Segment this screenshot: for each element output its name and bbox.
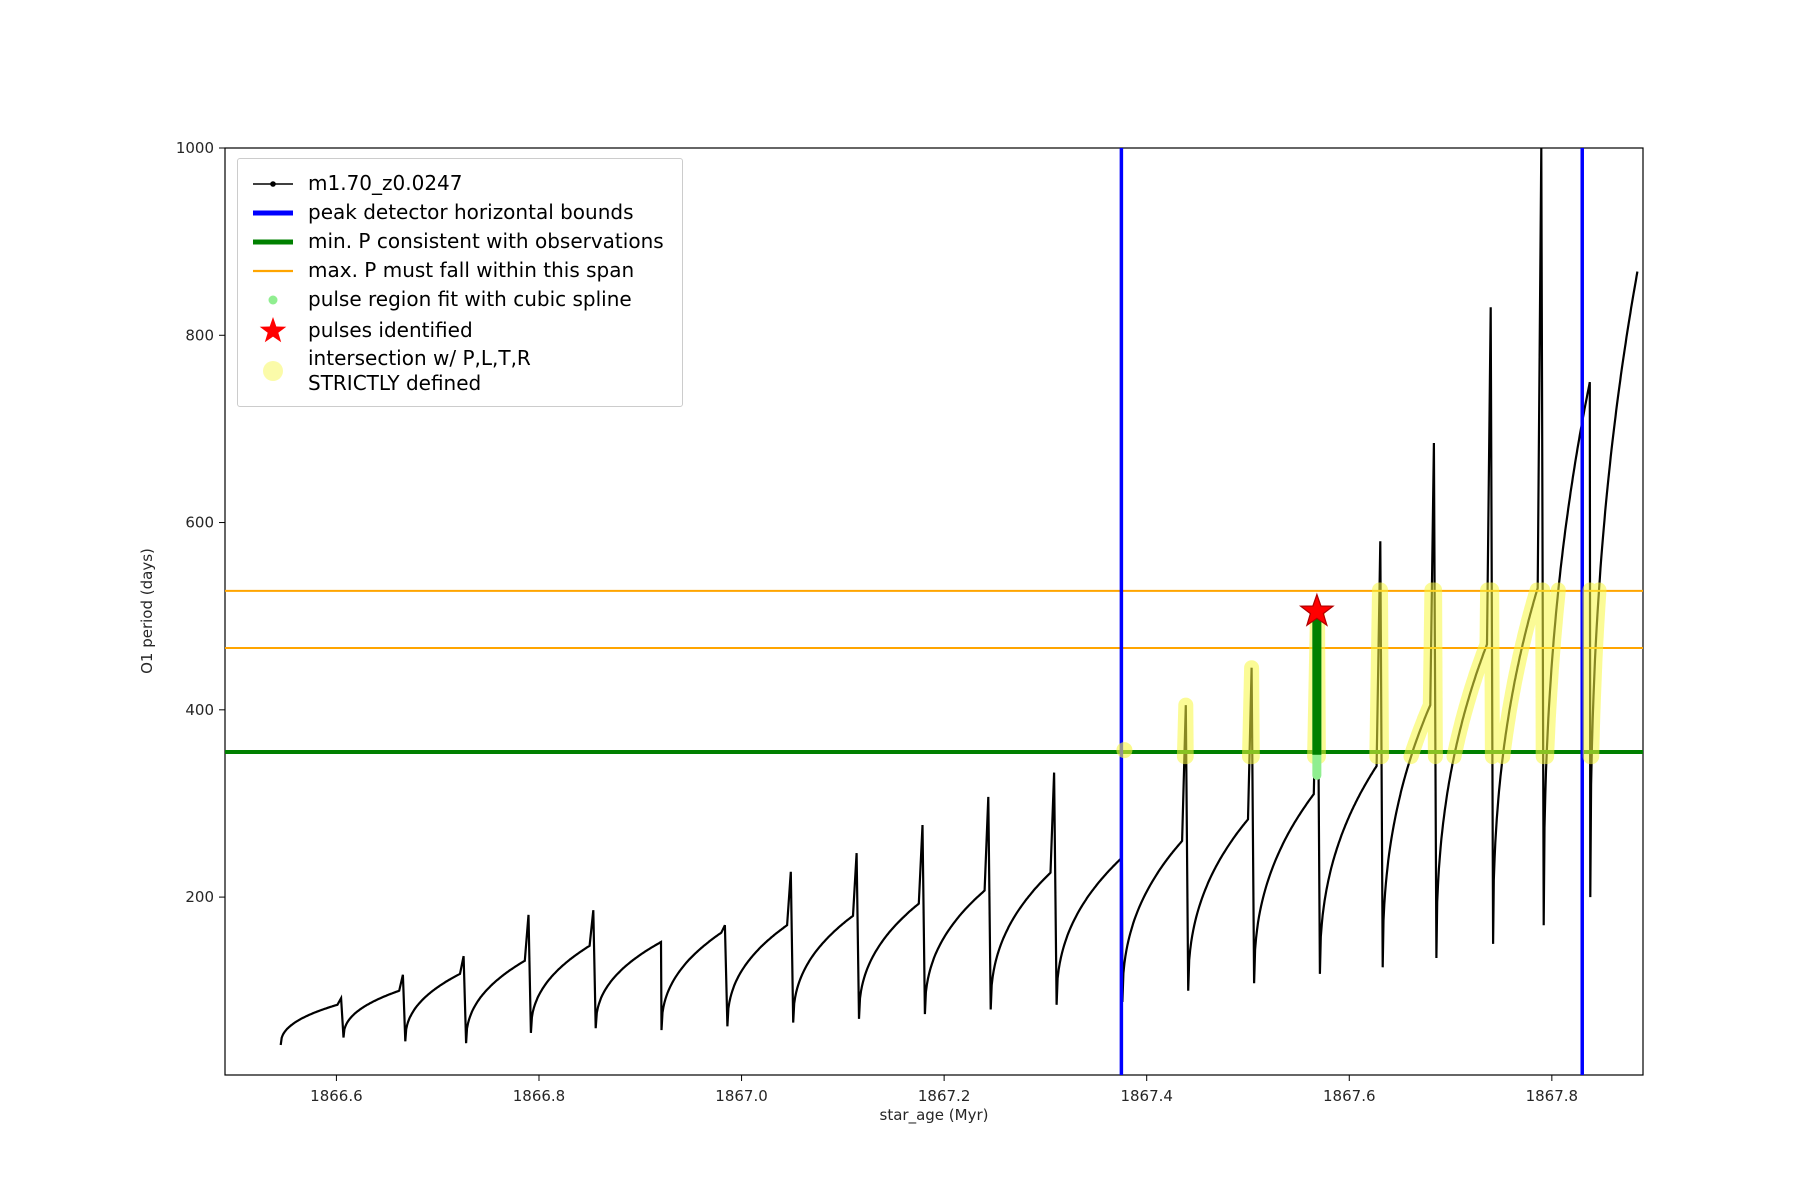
pulse-star-icon [250,314,296,346]
legend-item: max. P must fall within this span [250,256,664,285]
legend-label: max. P must fall within this span [308,258,635,282]
legend-item: pulse region fit with cubic spline [250,285,664,314]
series-line-icon [250,171,296,197]
plot-area [225,148,1643,1075]
axes-frame [224,147,1644,1076]
legend-label: intersection w/ P,L,T,R STRICTLY defined [308,346,531,395]
y-tick-label: 1000 [176,139,214,157]
legend-label: pulses identified [308,317,473,342]
x-tick-label: 1867.4 [1120,1087,1173,1105]
legend-label: pulse region fit with cubic spline [308,287,632,311]
legend-item: peak detector horizontal bounds [250,198,664,227]
legend-label: peak detector horizontal bounds [308,200,634,224]
x-tick-label: 1867.8 [1526,1087,1579,1105]
x-tick-label: 1866.8 [513,1087,566,1105]
legend-item: intersection w/ P,L,T,R STRICTLY defined [250,346,664,396]
legend-item: pulses identified [250,314,664,346]
x-tick-label: 1866.6 [310,1087,363,1105]
x-axis-label: star_age (Myr) [880,1106,989,1125]
period-evolution-curve [279,148,1639,1046]
legend-item: m1.70_z0.0247 [250,169,664,198]
spline-region-dot-icon [250,287,296,313]
intersection-region-path [1176,582,1607,765]
legend-label: m1.70_z0.0247 [308,171,463,195]
y-tick-label: 600 [185,514,214,532]
y-tick-label: 400 [185,701,214,719]
intersection-dot [1116,742,1133,759]
min-period-line-icon [250,229,296,255]
y-tick-label: 200 [185,888,214,906]
intersection-dot-icon [250,356,296,386]
legend-item: min. P consistent with observations [250,227,664,256]
max-period-line-icon [250,258,296,284]
x-tick-label: 1867.2 [918,1087,971,1105]
x-tick-label: 1867.0 [715,1087,768,1105]
y-tick-label: 800 [185,326,214,344]
y-axis-label: O1 period (days) [138,548,156,674]
peak-bounds-line-icon [250,200,296,226]
pulse-star-marker [1298,592,1335,627]
x-tick-label: 1867.6 [1323,1087,1376,1105]
legend-label: min. P consistent with observations [308,229,664,253]
